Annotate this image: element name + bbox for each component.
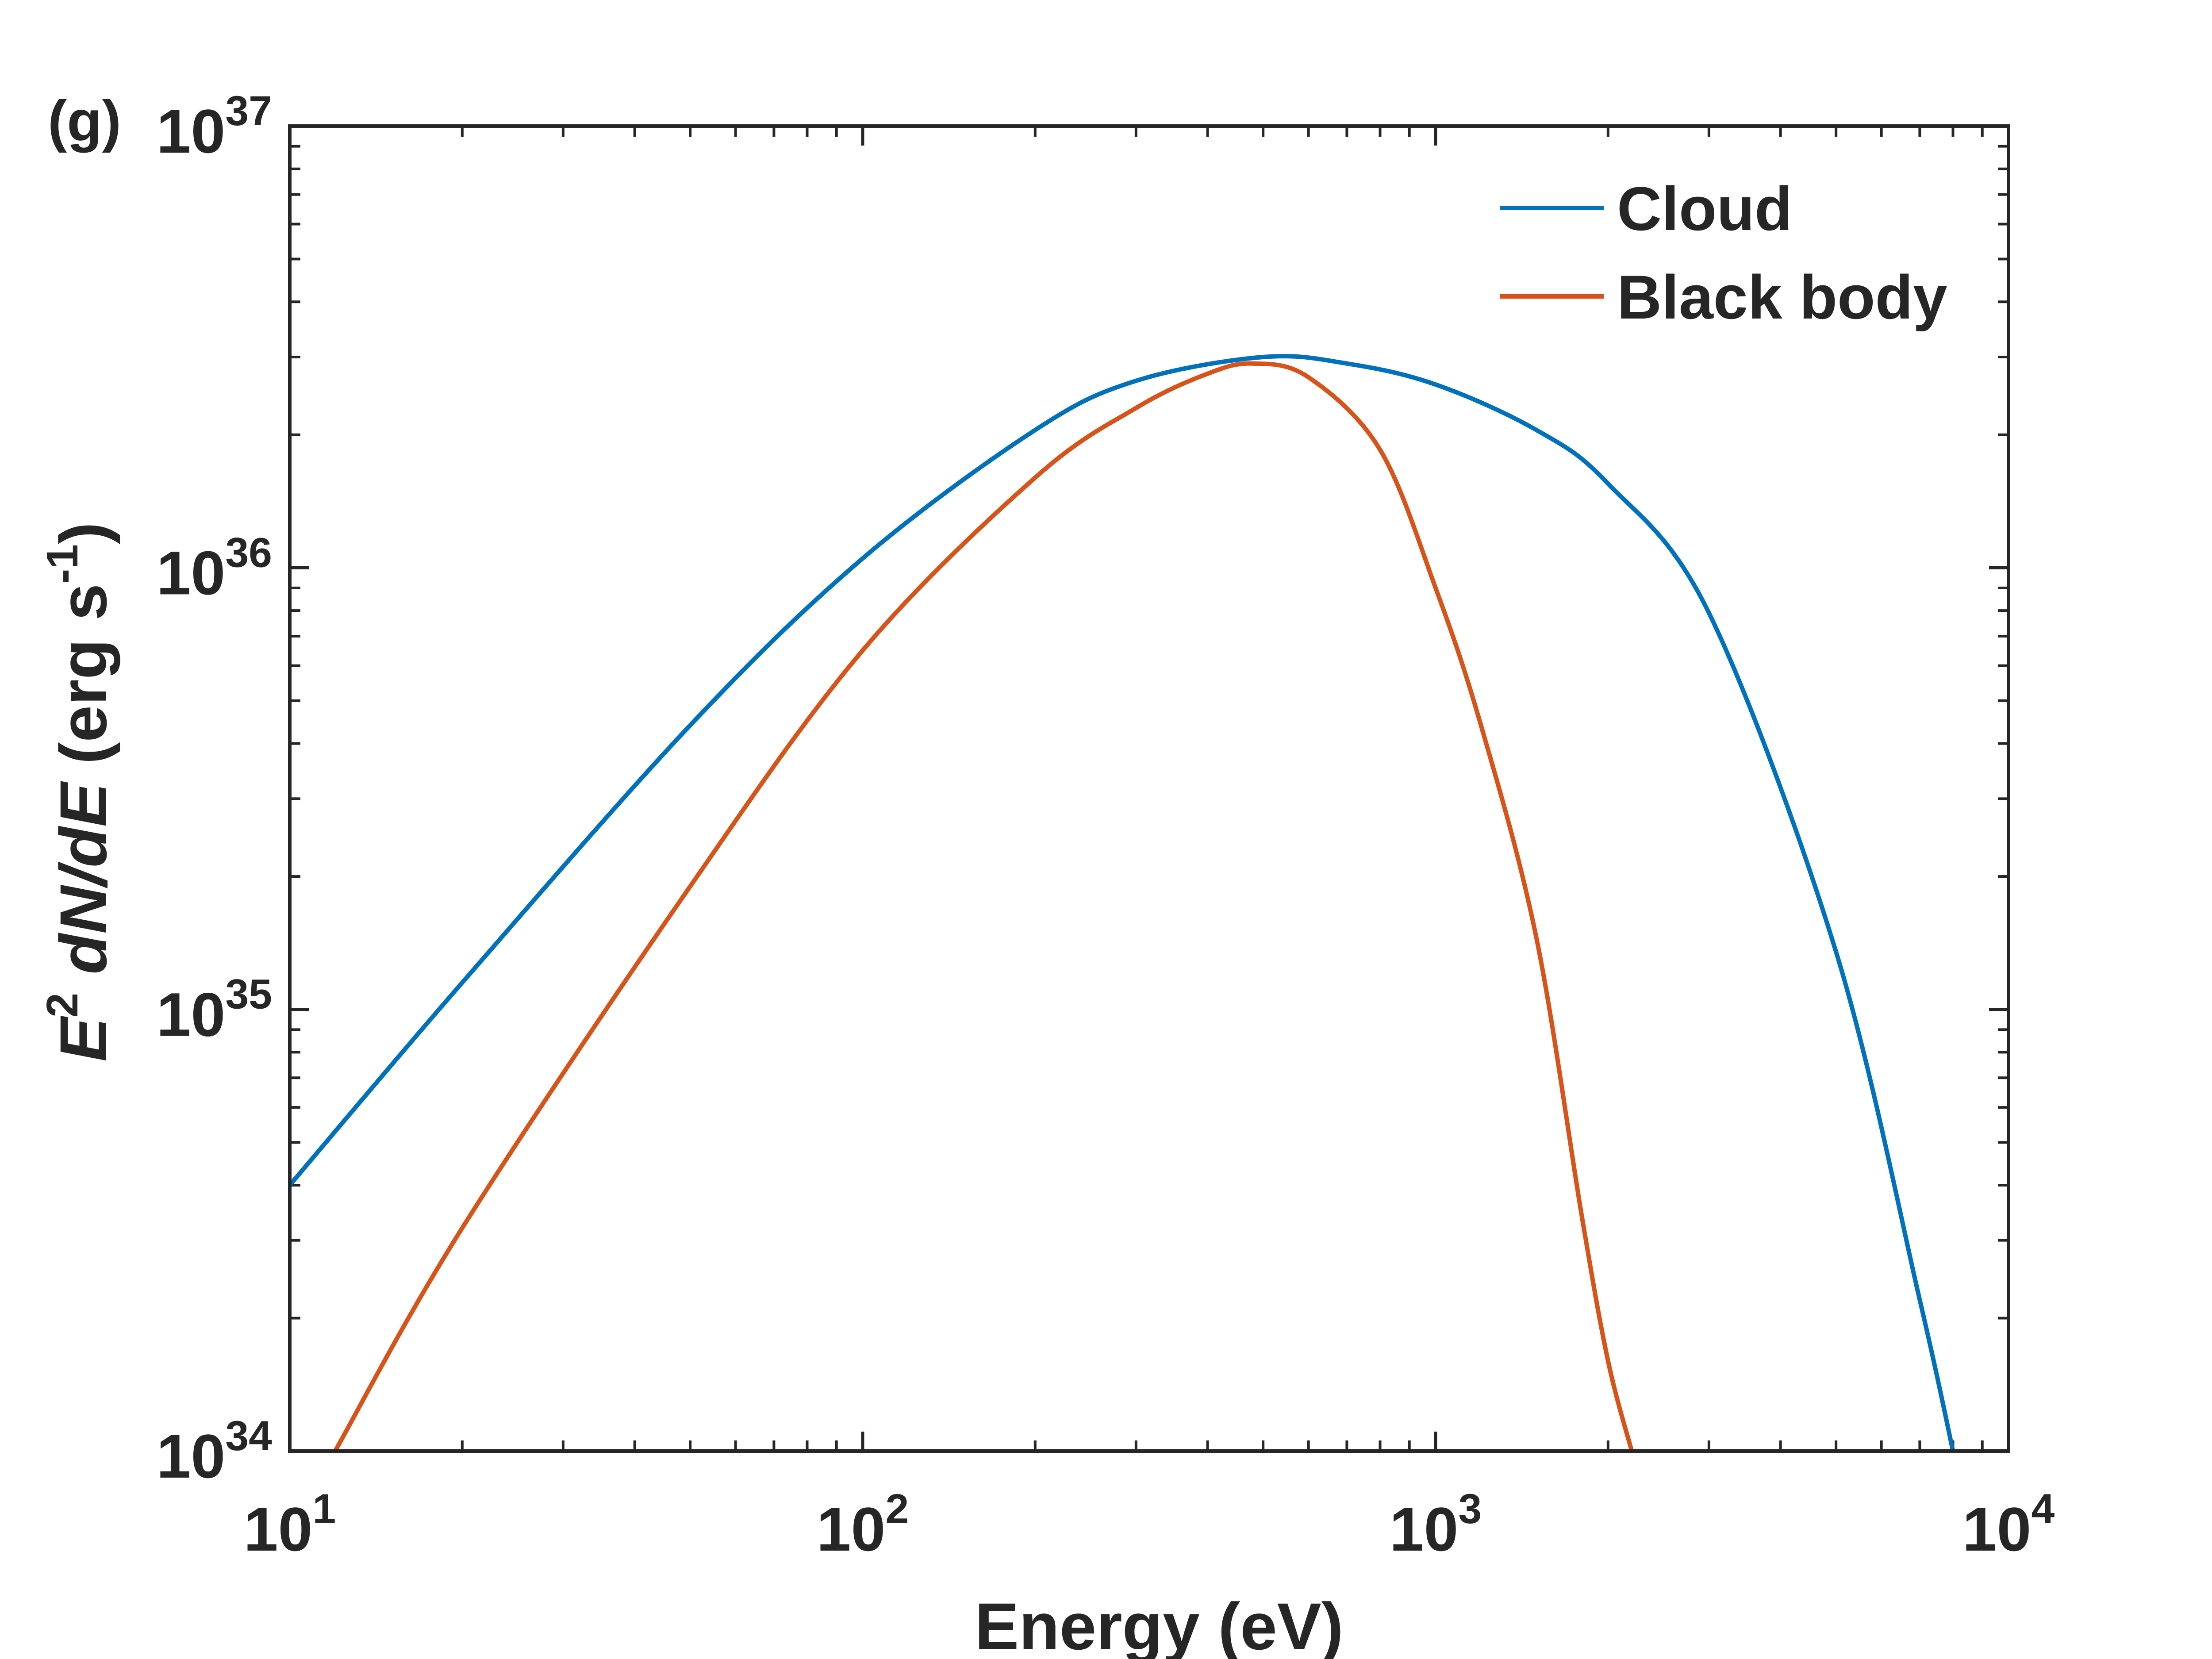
y-title-units: (erg s	[46, 584, 120, 783]
x-tick-label: 103	[1390, 1486, 1482, 1564]
y-tick-label-base: 10	[157, 980, 226, 1049]
series-line-cloud	[288, 354, 1955, 1452]
x-tick-label-exponent: 2	[885, 1486, 909, 1532]
plot-frame	[288, 124, 2010, 1453]
x-axis-title: Energy (eV)	[975, 1589, 1344, 1659]
x-tick-label: 102	[817, 1486, 909, 1564]
y-tick-label-base: 10	[157, 96, 226, 166]
y-tick-label-exponent: 35	[225, 971, 272, 1018]
y-tick-label-exponent: 36	[225, 529, 272, 576]
y-tick-label: 1036	[157, 529, 272, 607]
y-title-units-sup: -1	[38, 544, 87, 584]
y-tick-label-exponent: 37	[225, 88, 272, 134]
legend-label-cloud: Cloud	[1617, 174, 1793, 243]
x-tick-label-base: 10	[1390, 1494, 1459, 1564]
y-tick-label-base: 10	[157, 538, 226, 607]
x-tick-label-exponent: 4	[2031, 1486, 2055, 1532]
x-tick-label: 101	[244, 1486, 336, 1564]
y-tick-label-base: 10	[157, 1421, 226, 1491]
y-tick-label-exponent: 34	[225, 1413, 272, 1459]
y-title-base: E	[46, 1016, 120, 1062]
y-axis-title: E2 dN/dE (erg s-1)	[38, 522, 120, 1062]
plot-lines	[288, 354, 1955, 1452]
y-tick-label: 1035	[157, 971, 272, 1049]
y-tick-label: 1034	[157, 1413, 273, 1491]
legend-label-black-body: Black body	[1617, 262, 1947, 332]
x-tick-label-exponent: 1	[312, 1486, 336, 1532]
x-tick-label: 104	[1962, 1486, 2055, 1564]
legend: Cloud Black body	[1500, 174, 1947, 332]
x-tick-label-base: 10	[1962, 1494, 2032, 1564]
y-tick-label: 1037	[157, 88, 272, 166]
y-title-base-sup: 2	[38, 993, 87, 1018]
x-tick-label-base: 10	[244, 1494, 313, 1564]
x-tick-label-base: 10	[817, 1494, 886, 1564]
series-line-black-body	[333, 361, 1634, 1452]
x-tick-label-exponent: 3	[1458, 1486, 1482, 1532]
panel-label: (g)	[48, 88, 121, 153]
y-title-units-suffix: )	[46, 522, 120, 544]
y-title-quantity: dN/dE	[46, 781, 120, 993]
